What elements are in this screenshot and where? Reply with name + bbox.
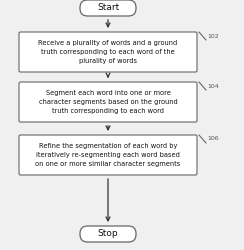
Text: Segment each word into one or more
character segments based on the ground
truth : Segment each word into one or more chara… [39, 90, 177, 114]
Text: 102: 102 [207, 34, 219, 38]
Text: Stop: Stop [98, 230, 118, 238]
Text: Receive a plurality of words and a ground
truth corresponding to each word of th: Receive a plurality of words and a groun… [38, 40, 178, 64]
Text: 106: 106 [207, 136, 219, 141]
FancyBboxPatch shape [80, 0, 136, 16]
FancyBboxPatch shape [19, 135, 197, 175]
Text: 104: 104 [207, 84, 219, 88]
FancyBboxPatch shape [19, 32, 197, 72]
FancyBboxPatch shape [80, 226, 136, 242]
FancyBboxPatch shape [19, 82, 197, 122]
Text: Refine the segmentation of each word by
iteratively re-segmenting each word base: Refine the segmentation of each word by … [35, 143, 181, 167]
Text: Start: Start [97, 4, 119, 13]
